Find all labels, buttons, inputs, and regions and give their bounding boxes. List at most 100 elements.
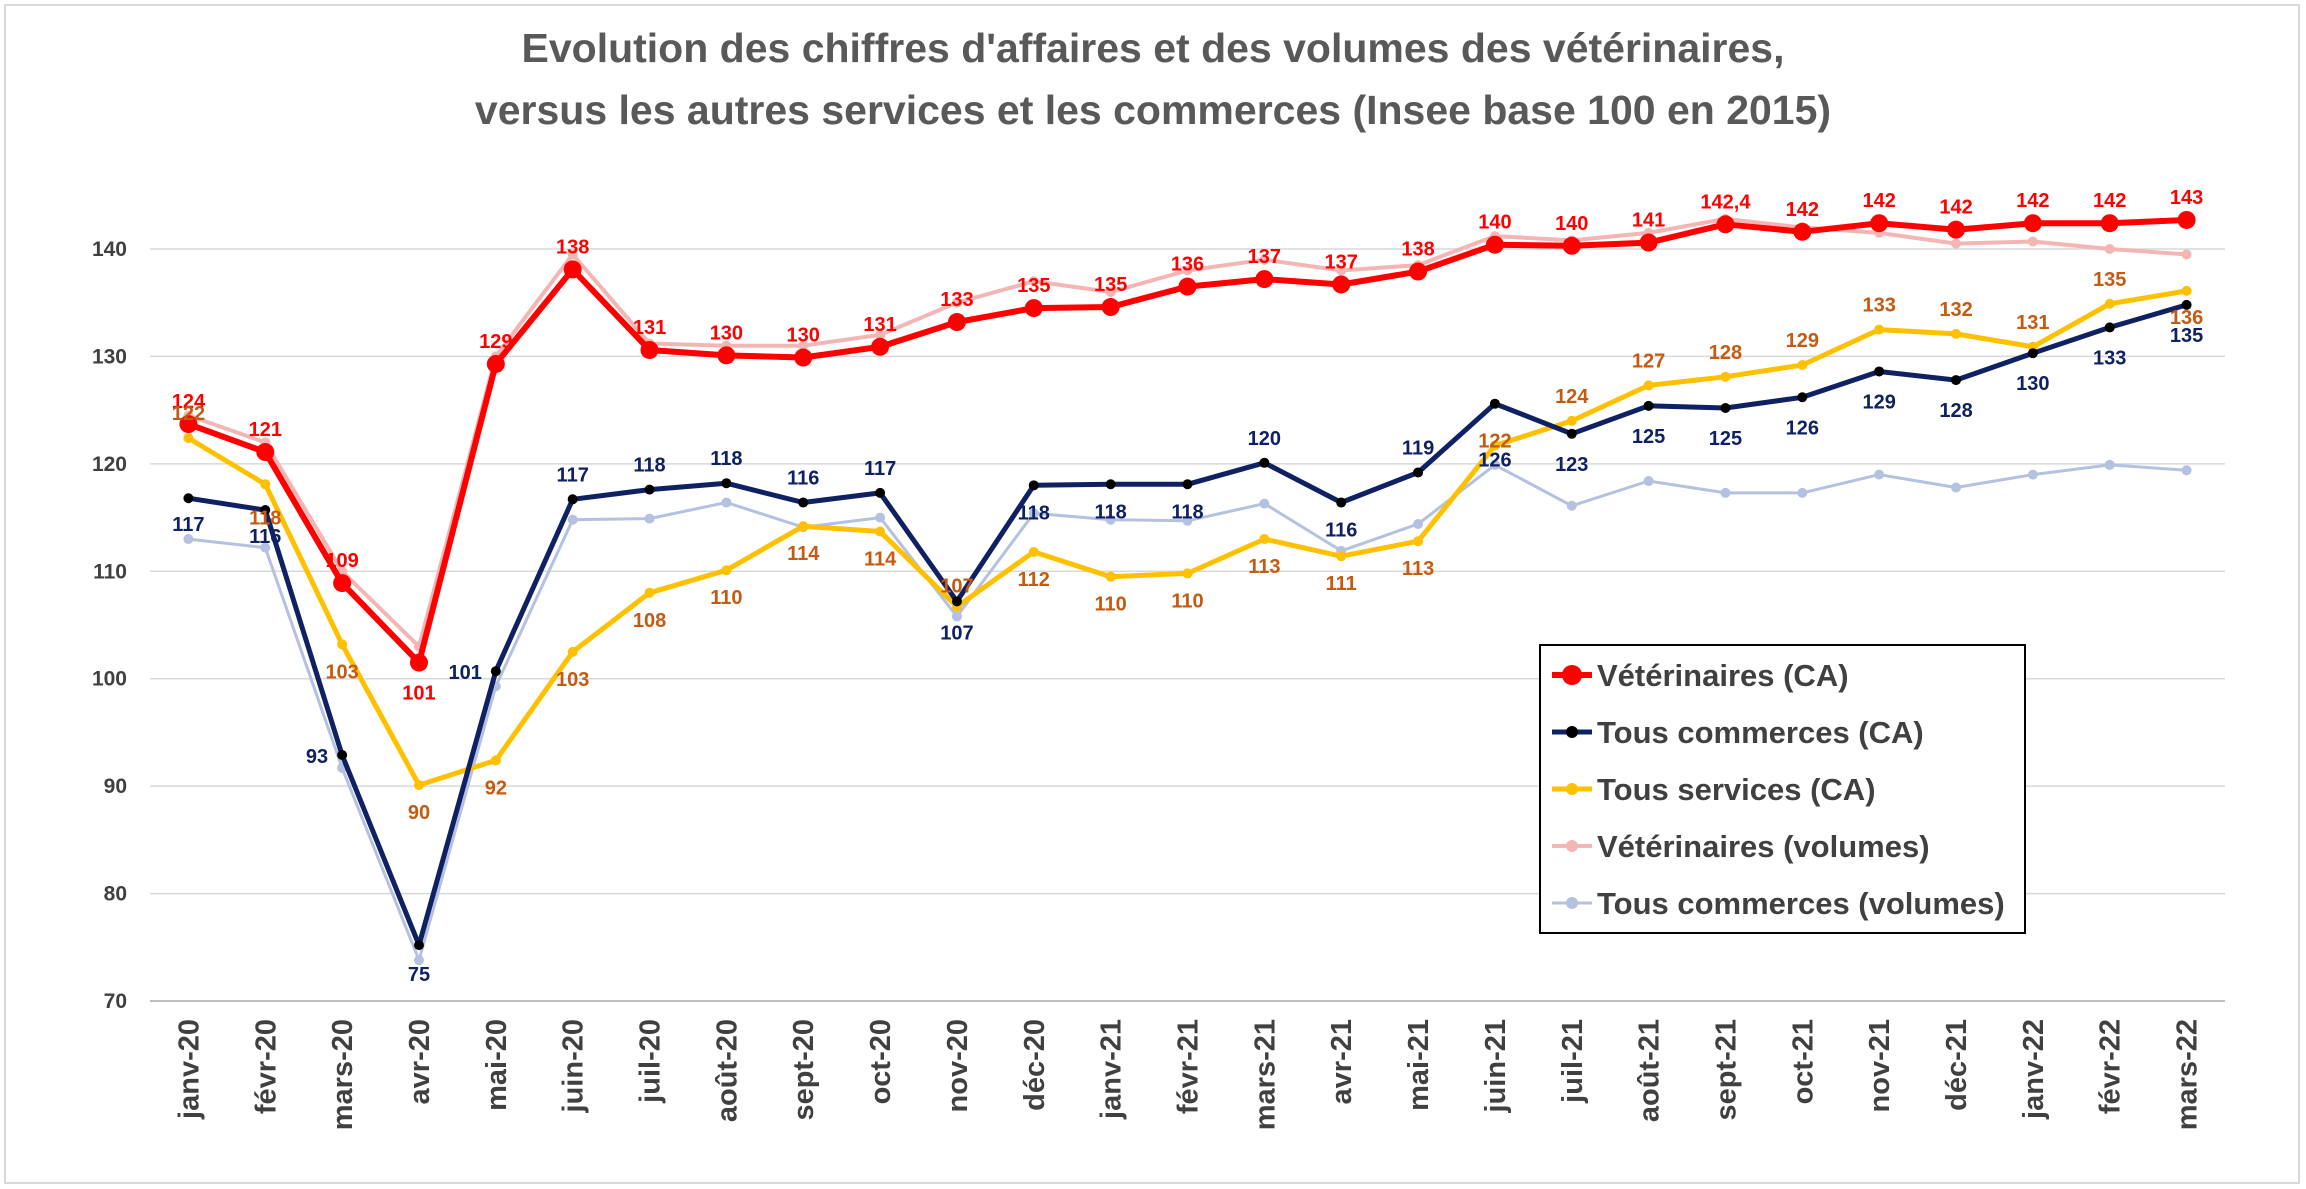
data-point-vet_volumes bbox=[2181, 249, 2192, 260]
x-tick-label: juil-21 bbox=[1557, 1019, 1589, 1104]
data-label-vet-ca: 101 bbox=[402, 683, 435, 705]
data-point-vet_ca bbox=[794, 348, 813, 367]
legend-entry-com_volumes: Tous commerces (volumes) bbox=[1552, 886, 2005, 921]
data-point-com_volumes bbox=[1643, 476, 1654, 487]
chart-title: Evolution des chiffres d'affaires et des… bbox=[475, 25, 1831, 133]
data-label-vet-ca: 135 bbox=[1017, 275, 1050, 297]
data-point-serv_ca bbox=[1720, 371, 1731, 382]
data-label-com-ca: 123 bbox=[1555, 454, 1588, 476]
data-point-vet_ca bbox=[486, 354, 505, 373]
data-point-serv_ca bbox=[1028, 546, 1039, 557]
legend: Vétérinaires (CA) Tous commerces (CA) Tous… bbox=[1539, 644, 2026, 934]
data-label-serv-ca: 129 bbox=[1786, 330, 1819, 352]
data-point-vet_ca bbox=[333, 574, 352, 593]
data-label-serv-ca: 131 bbox=[2016, 312, 2049, 334]
chart-frame bbox=[4, 4, 2300, 1184]
data-label-serv-ca: 108 bbox=[633, 610, 666, 632]
data-point-com_volumes bbox=[721, 497, 732, 508]
x-tick-label: avr-20 bbox=[404, 1019, 436, 1104]
data-point-vet_volumes bbox=[1182, 265, 1193, 276]
series-lines bbox=[179, 210, 2196, 966]
data-point-vet_volumes bbox=[798, 340, 809, 351]
data-label-vet-ca: 138 bbox=[1401, 239, 1434, 261]
data-point-serv_ca bbox=[2104, 298, 2115, 309]
legend-label: Tous commerces (CA) bbox=[1597, 715, 1924, 750]
x-tick-label: mars-20 bbox=[327, 1019, 359, 1130]
data-point-com_volumes bbox=[1951, 482, 1962, 493]
data-label-vet-ca: 140 bbox=[1555, 213, 1588, 235]
data-point-serv_ca bbox=[1874, 324, 1885, 335]
x-tick-label: mars-22 bbox=[2172, 1019, 2204, 1130]
data-point-vet_ca bbox=[179, 415, 198, 434]
data-point-vet_ca bbox=[1024, 299, 1043, 318]
legend-entry-vet_ca: Vétérinaires (CA) bbox=[1552, 658, 1849, 693]
data-point-com_ca bbox=[1874, 366, 1885, 377]
data-point-com_ca bbox=[1182, 479, 1193, 490]
data-point-com_ca bbox=[260, 505, 271, 516]
data-point-serv_ca bbox=[260, 479, 271, 490]
data-label-serv-ca: 133 bbox=[1862, 295, 1895, 317]
series-com_volumes bbox=[183, 459, 2192, 966]
x-tick-label: mai-20 bbox=[481, 1019, 513, 1111]
data-label-serv-ca: 136 bbox=[2170, 307, 2203, 329]
data-point-com_ca bbox=[721, 478, 732, 489]
data-label-serv-ca: 107 bbox=[940, 576, 973, 598]
data-point-com_ca bbox=[2027, 348, 2038, 359]
data-point-com_ca bbox=[1951, 375, 1962, 386]
data-point-vet_ca bbox=[640, 340, 659, 359]
data-point-vet_ca bbox=[1947, 220, 1966, 239]
data-label-com-ca: 101 bbox=[448, 662, 481, 684]
data-point-vet_ca bbox=[563, 260, 582, 279]
data-point-vet_ca bbox=[1485, 235, 1504, 254]
data-point-com_ca bbox=[1105, 479, 1116, 490]
data-label-vet-ca: 137 bbox=[1325, 251, 1358, 273]
data-point-com_ca bbox=[337, 749, 348, 760]
data-label-vet-ca: 142,4 bbox=[1700, 191, 1751, 213]
data-point-com_ca bbox=[1489, 398, 1500, 409]
data-label-vet-ca: 131 bbox=[633, 317, 666, 339]
x-tick-label: févr-22 bbox=[2095, 1019, 2127, 1114]
data-label-com-ca: 117 bbox=[864, 458, 896, 480]
series-vet_ca bbox=[179, 210, 2196, 672]
data-label-serv-ca: 113 bbox=[1248, 556, 1280, 578]
data-label-serv-ca: 110 bbox=[1095, 594, 1127, 616]
data-label-com-ca: 129 bbox=[1862, 391, 1895, 413]
data-label-com-ca: 116 bbox=[1325, 520, 1357, 542]
data-point-vet_ca bbox=[409, 653, 428, 672]
data-point-vet_ca bbox=[1870, 214, 1889, 233]
data-label-com-ca: 133 bbox=[2093, 347, 2126, 369]
data-label-vet-ca: 142 bbox=[2016, 190, 2049, 212]
data-point-vet_volumes bbox=[2104, 244, 2115, 254]
x-tick-label: avr-21 bbox=[1326, 1019, 1358, 1104]
data-point-vet_ca bbox=[871, 337, 890, 356]
data-label-com-ca: 125 bbox=[1632, 426, 1665, 448]
data-label-serv-ca: 114 bbox=[787, 543, 820, 565]
y-tick-label: 90 bbox=[104, 775, 127, 798]
data-label-serv-ca: 110 bbox=[1171, 590, 1203, 612]
data-point-serv_ca bbox=[413, 780, 424, 791]
data-point-com_ca bbox=[413, 940, 424, 951]
series-com_ca bbox=[183, 299, 2192, 951]
data-point-com_volumes bbox=[644, 513, 655, 524]
series-serv_ca bbox=[183, 285, 2192, 791]
data-point-serv_ca bbox=[1643, 380, 1654, 391]
data-point-serv_ca bbox=[1413, 536, 1424, 547]
data-point-com_ca bbox=[1413, 467, 1424, 478]
data-point-vet_ca bbox=[717, 346, 736, 365]
x-tick-label: févr-20 bbox=[250, 1019, 282, 1114]
data-point-com_ca bbox=[1566, 428, 1577, 439]
x-tick-label: oct-20 bbox=[865, 1019, 897, 1104]
data-label-serv-ca: 113 bbox=[1402, 558, 1434, 580]
data-label-vet-ca: 142 bbox=[2093, 190, 2126, 212]
data-point-vet_ca bbox=[1332, 275, 1351, 294]
data-label-vet-ca: 129 bbox=[479, 331, 512, 353]
legend-box bbox=[1539, 644, 2026, 934]
data-label-vet-ca: 140 bbox=[1478, 212, 1511, 234]
data-label-com-ca: 107 bbox=[940, 622, 973, 644]
data-point-com_ca bbox=[1336, 497, 1347, 508]
data-label-serv-ca: 118 bbox=[249, 507, 281, 529]
data-label-vet-ca: 131 bbox=[863, 314, 896, 336]
data-label-com-ca: 118 bbox=[1171, 501, 1203, 523]
data-point-com_volumes bbox=[183, 534, 194, 545]
